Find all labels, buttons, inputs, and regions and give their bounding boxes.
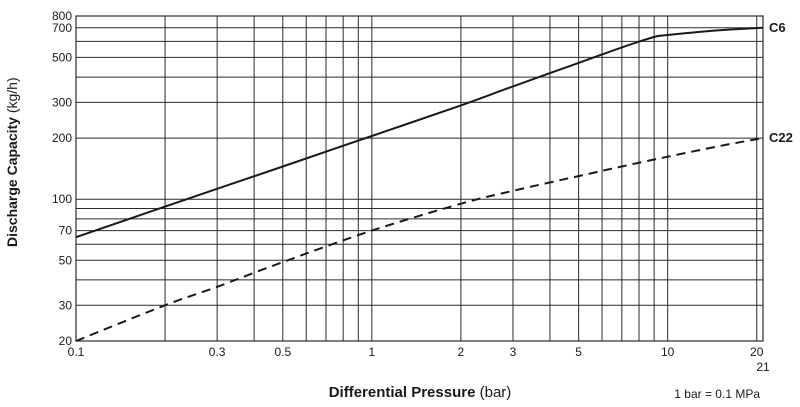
y-tick-label: 30	[59, 298, 73, 312]
tick-labels: 0.1 0.3 0.5 1 2 3 5 10 2021203050701002003005007…	[52, 9, 770, 374]
x-tick-label: 0.5	[274, 345, 291, 359]
x-tick-label: 20	[750, 345, 764, 359]
y-axis-title: Discharge Capacity (kg/h)	[4, 42, 24, 282]
y-tick-label: 20	[59, 334, 73, 348]
unit-conversion-note: 1 bar = 0.1 MPa	[674, 387, 760, 401]
series-labels: C6 C22	[769, 20, 793, 145]
x-axis-title: Differential Pressure (bar)	[0, 384, 800, 401]
series-label-c6: C6	[769, 20, 786, 35]
grid-lines	[75, 15, 764, 342]
y-tick-label: 500	[52, 50, 72, 64]
series-lines	[75, 26, 764, 342]
x-axis-label: Differential Pressure	[328, 384, 476, 401]
y-axis-label: Discharge Capacity	[4, 116, 20, 247]
y-tick-label: 200	[52, 131, 72, 145]
y-tick-label: 100	[52, 192, 72, 206]
series-line-c22	[75, 137, 764, 342]
x-axis-unit: (bar)	[479, 384, 512, 401]
y-tick-label: 70	[59, 224, 73, 238]
x-tick-label: 3	[510, 345, 517, 359]
y-tick-label: 50	[59, 253, 73, 267]
y-tick-label: 800	[52, 9, 72, 23]
plot-frame	[75, 15, 764, 342]
series-label-c22: C22	[769, 130, 793, 145]
y-tick-label: 700	[52, 21, 72, 35]
x-tick-label: 0.1	[68, 345, 85, 359]
x-tick-label: 1	[368, 345, 375, 359]
series-line-c6	[75, 26, 764, 239]
y-tick-label: 300	[52, 95, 72, 109]
x-tick-label: 21	[756, 360, 770, 374]
y-axis-unit: (kg/h)	[4, 77, 20, 113]
x-tick-label: 5	[575, 345, 582, 359]
x-tick-label: 10	[661, 345, 675, 359]
x-tick-label: 2	[458, 345, 465, 359]
x-tick-label: 0.3	[209, 345, 226, 359]
